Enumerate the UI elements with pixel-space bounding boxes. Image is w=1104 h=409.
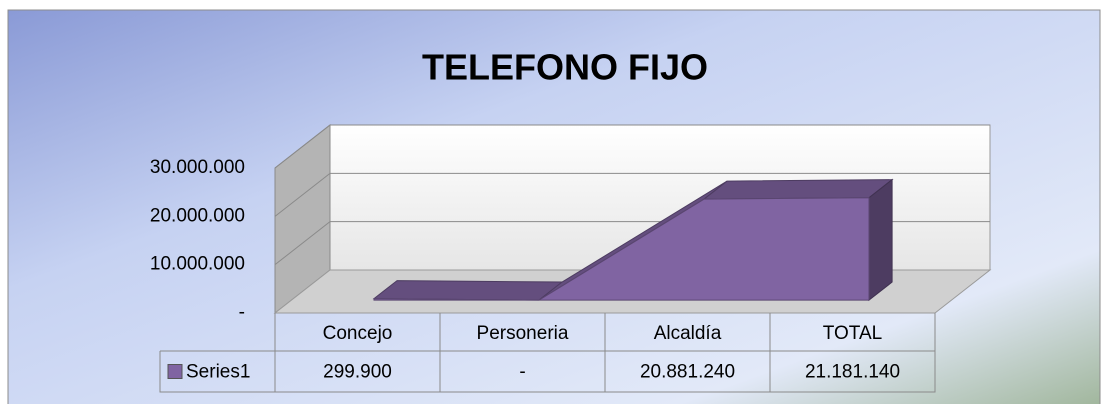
area-top [372, 280, 564, 301]
chart-title: TELEFONO FIJO [422, 47, 708, 88]
legend-key [167, 364, 183, 379]
x-tick-label: Personeria [477, 323, 569, 344]
data-label: - [519, 362, 525, 383]
y-tick-label: 30.000.000 [150, 157, 245, 178]
area-top [702, 179, 894, 200]
area-side [868, 178, 893, 302]
grid-line [274, 124, 990, 169]
x-tick-label: Alcaldía [654, 323, 722, 344]
y-tick-label: 20.000.000 [150, 205, 245, 226]
y-tick-label: - [239, 302, 245, 323]
data-label: 20.881.240 [640, 362, 735, 383]
grid-line [274, 172, 990, 217]
area-front [373, 197, 870, 301]
legend-label: Series1 [186, 362, 250, 383]
x-tick-label: TOTAL [823, 323, 882, 344]
x-tick-label: Concejo [323, 323, 393, 344]
data-label: 21.181.140 [805, 362, 900, 383]
y-tick-label: 10.000.000 [150, 254, 245, 275]
data-label: 299.900 [323, 362, 392, 383]
